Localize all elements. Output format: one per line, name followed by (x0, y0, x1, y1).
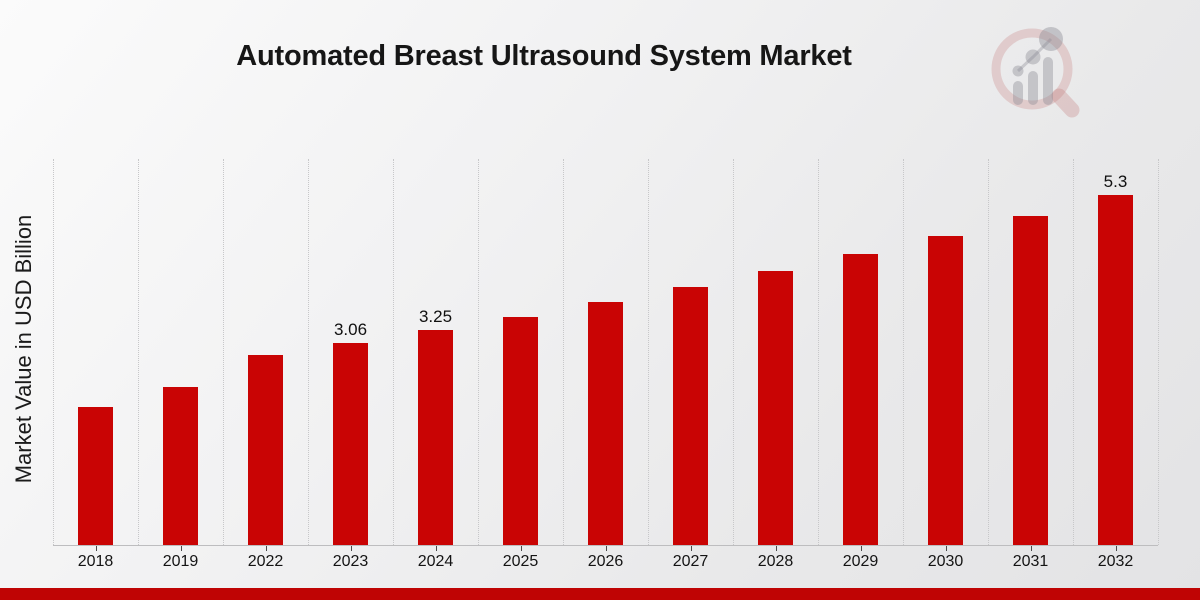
vertical-gridline (563, 159, 564, 545)
x-tick-label-2025: 2025 (502, 553, 539, 570)
bar-2027 (673, 287, 708, 545)
bar-value-label-2032: 5.3 (1103, 172, 1128, 191)
x-tick-label-2027: 2027 (672, 553, 709, 570)
x-axis-tick (775, 546, 777, 551)
vertical-gridline (818, 159, 819, 545)
bottom-accent-strip (0, 588, 1200, 600)
x-axis-tick (520, 546, 522, 551)
vertical-gridline (733, 159, 734, 545)
x-tick-label-2030: 2030 (927, 553, 964, 570)
bar-2022 (248, 355, 283, 545)
bar-2030 (928, 236, 963, 545)
bar-2031 (1013, 216, 1048, 545)
x-tick-label-2023: 2023 (332, 553, 369, 570)
vertical-gridline (478, 159, 479, 545)
magnifier-bar-chart-icon (991, 27, 1080, 118)
vertical-gridline (53, 159, 54, 545)
vertical-gridline (988, 159, 989, 545)
vertical-gridline (648, 159, 649, 545)
x-axis-tick (605, 546, 607, 551)
x-tick-label-2026: 2026 (587, 553, 624, 570)
x-axis-tick (435, 546, 437, 551)
bar-2018 (78, 407, 113, 545)
vertical-gridline (1073, 159, 1074, 545)
x-tick-label-2032: 2032 (1097, 553, 1134, 570)
bar-2024 (418, 330, 453, 545)
x-axis-tick (690, 546, 692, 551)
bar-2028 (758, 271, 793, 545)
vertical-gridline (903, 159, 904, 545)
vertical-gridline (393, 159, 394, 545)
x-axis-tick (1030, 546, 1032, 551)
bar-2029 (843, 254, 878, 545)
x-axis-tick (1115, 546, 1117, 551)
x-tick-label-2022: 2022 (247, 553, 284, 570)
x-axis-tick (350, 546, 352, 551)
x-tick-label-2029: 2029 (842, 553, 879, 570)
bar-value-label-2024: 3.25 (418, 307, 453, 326)
vertical-gridline (223, 159, 224, 545)
x-axis-tick (265, 546, 267, 551)
x-tick-label-2031: 2031 (1012, 553, 1049, 570)
vertical-gridline (1158, 159, 1159, 545)
x-axis-tick (95, 546, 97, 551)
bar-value-label-2023: 3.06 (333, 320, 368, 339)
vertical-gridline (138, 159, 139, 545)
x-axis-tick (860, 546, 862, 551)
chart-title: Automated Breast Ultrasound System Marke… (236, 40, 852, 72)
vertical-gridline (308, 159, 309, 545)
x-axis-line (53, 545, 1158, 546)
bar-2032 (1098, 195, 1133, 545)
x-tick-label-2028: 2028 (757, 553, 794, 570)
x-axis-tick (945, 546, 947, 551)
bar-2025 (503, 317, 538, 545)
x-axis-tick (180, 546, 182, 551)
x-tick-label-2018: 2018 (77, 553, 114, 570)
x-tick-label-2019: 2019 (162, 553, 199, 570)
x-tick-label-2024: 2024 (417, 553, 454, 570)
bar-2019 (163, 387, 198, 545)
bar-2023 (333, 343, 368, 545)
bar-2026 (588, 302, 623, 545)
